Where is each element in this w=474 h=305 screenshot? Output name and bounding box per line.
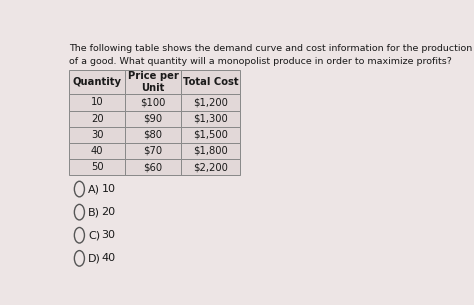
Text: $70: $70 [144, 146, 163, 156]
Bar [125, 94, 181, 110]
Text: Total Cost: Total Cost [182, 77, 238, 87]
Text: The following table shows the demand curve and cost information for the producti: The following table shows the demand cur… [69, 44, 473, 53]
Bar [125, 127, 181, 143]
Text: $1,300: $1,300 [193, 113, 228, 124]
Bar [125, 143, 181, 159]
Text: 10: 10 [101, 184, 116, 194]
Text: D): D) [88, 253, 101, 263]
Text: 40: 40 [101, 253, 116, 263]
Text: $1,800: $1,800 [193, 146, 228, 156]
Text: C): C) [88, 230, 100, 240]
Text: 30: 30 [101, 230, 116, 240]
Bar [69, 127, 125, 143]
Text: Price per
Unit: Price per Unit [128, 71, 179, 93]
Bar [125, 70, 181, 94]
Text: 30: 30 [91, 130, 103, 140]
Text: 20: 20 [101, 207, 116, 217]
Bar [181, 70, 240, 94]
Text: A): A) [88, 184, 100, 194]
Text: $60: $60 [144, 162, 163, 172]
Bar [69, 143, 125, 159]
Text: 50: 50 [91, 162, 103, 172]
Text: 40: 40 [91, 146, 103, 156]
Bar [69, 110, 125, 127]
Text: $100: $100 [140, 97, 166, 107]
Text: Quantity: Quantity [73, 77, 122, 87]
Bar [181, 110, 240, 127]
Bar [69, 70, 125, 94]
Bar [125, 159, 181, 175]
Bar [181, 159, 240, 175]
Text: $1,500: $1,500 [193, 130, 228, 140]
Text: B): B) [88, 207, 100, 217]
Text: of a good. What quantity will a monopolist produce in order to maximize profits?: of a good. What quantity will a monopoli… [69, 57, 452, 66]
Bar [69, 94, 125, 110]
Bar [69, 159, 125, 175]
Text: $90: $90 [144, 113, 163, 124]
Text: 10: 10 [91, 97, 103, 107]
Text: $80: $80 [144, 130, 163, 140]
Bar [181, 127, 240, 143]
Text: $2,200: $2,200 [193, 162, 228, 172]
Bar [125, 110, 181, 127]
Text: 20: 20 [91, 113, 103, 124]
Bar [181, 94, 240, 110]
Bar [181, 143, 240, 159]
Text: $1,200: $1,200 [193, 97, 228, 107]
